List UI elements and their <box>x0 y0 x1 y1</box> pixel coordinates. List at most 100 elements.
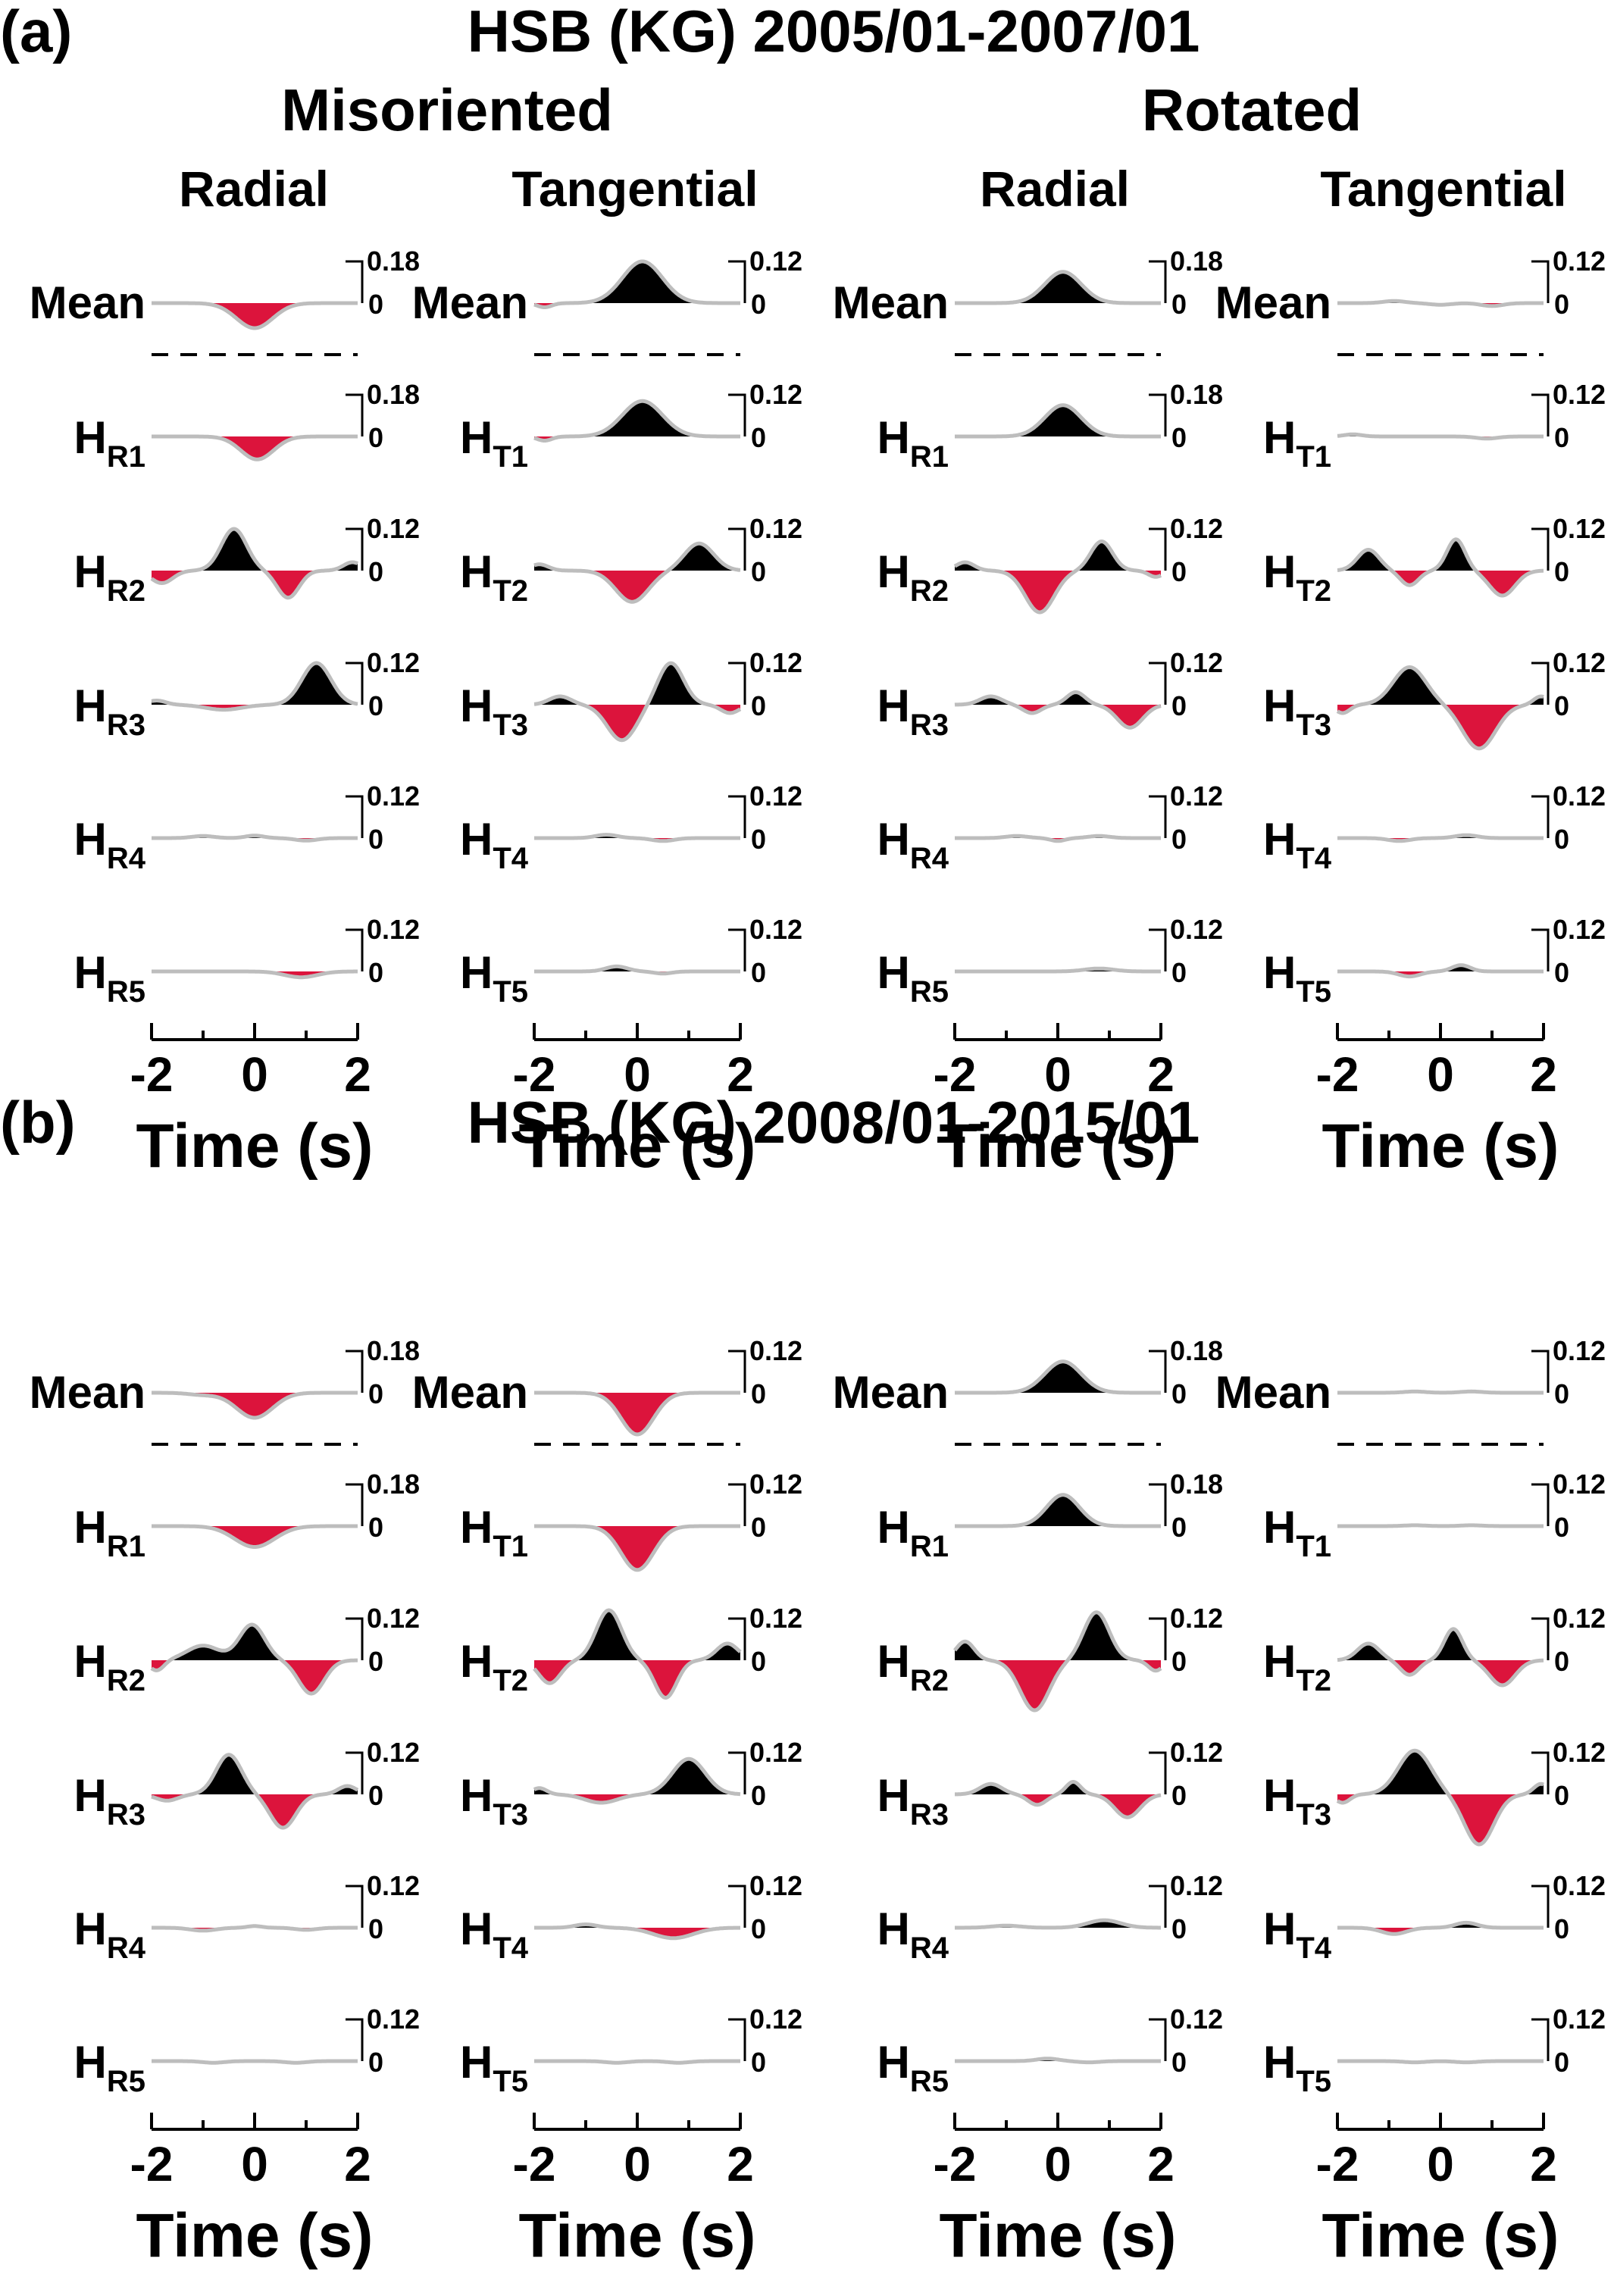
scale-bracket <box>346 1751 364 1794</box>
trace-ht3: HT3 <box>460 1751 746 1831</box>
zero-label: 0 <box>1171 1378 1187 1409</box>
negative-fill <box>152 1393 358 1418</box>
zero-label: 0 <box>1171 1646 1187 1677</box>
negative-fill <box>534 1526 740 1570</box>
negative-fill <box>534 1928 740 1938</box>
row-label-ht1: HT1 <box>460 1502 528 1563</box>
tick-label: -2 <box>1316 2137 1359 2191</box>
row-label-hr2: HR2 <box>74 1636 145 1697</box>
zero-label: 0 <box>1554 1780 1569 1811</box>
scale-label: 0.18 <box>367 1469 420 1500</box>
trace-mean <box>1336 260 1550 308</box>
scale-bracket <box>1149 795 1167 838</box>
tick-label: 2 <box>1147 1047 1175 1102</box>
row-label-hr4: HR4 <box>877 1903 949 1965</box>
scale-label: 0.12 <box>367 1603 420 1634</box>
axis-xlabel: Time (s) <box>136 1112 374 1181</box>
trace-hr3: HR3 <box>877 662 1167 742</box>
scale-label: 0.12 <box>1170 647 1223 678</box>
scale-label: 0.12 <box>1553 246 1606 277</box>
waveform-outline <box>533 1756 742 1805</box>
tick-label: 2 <box>344 1047 371 1102</box>
zero-label: 0 <box>1171 2047 1187 2078</box>
scale-bracket <box>728 662 746 705</box>
waveform-outline <box>1336 1748 1545 1847</box>
panel-title: HSB (KG) 2005/01-2007/01 <box>468 0 1200 64</box>
row-label-hr5: HR5 <box>877 947 949 1009</box>
trace-hr5: HR5 <box>877 928 1167 1009</box>
scale-label: 0.12 <box>367 914 420 945</box>
row-label-mean: Mean <box>412 1367 528 1418</box>
waveform-outline <box>1336 299 1545 308</box>
row-label-hr2: HR2 <box>74 546 145 608</box>
waveform-outline <box>1336 1627 1545 1688</box>
time-axis <box>150 2113 359 2131</box>
row-label-ht4: HT4 <box>1263 814 1332 875</box>
row-label-hr3: HR3 <box>74 1770 145 1831</box>
zero-label: 0 <box>368 690 383 721</box>
tick-label: 2 <box>727 2137 754 2191</box>
tick-label: 0 <box>624 1047 651 1102</box>
scale-label: 0.12 <box>749 914 802 945</box>
scale-bracket <box>1531 1617 1550 1660</box>
waveform-outline <box>1336 432 1545 441</box>
tick-label: 2 <box>1530 2137 1557 2191</box>
zero-label: 0 <box>1554 556 1569 587</box>
time-axis <box>150 1023 359 1041</box>
time-axis <box>953 1023 1162 1041</box>
scale-bracket <box>728 928 746 971</box>
scale-bracket <box>728 527 746 571</box>
scale-label: 0.12 <box>367 1870 420 1901</box>
scale-label: 0.12 <box>367 780 420 812</box>
waveform-outline <box>953 1918 1162 1930</box>
scale-bracket <box>728 1885 746 1928</box>
zero-label: 0 <box>751 289 766 320</box>
scale-label: 0.12 <box>1553 513 1606 544</box>
scale-bracket <box>1531 928 1550 971</box>
row-label-mean: Mean <box>1215 1367 1331 1418</box>
scale-label: 0.12 <box>1553 379 1606 410</box>
axis-xlabel: Time (s) <box>940 1112 1177 1181</box>
zero-label: 0 <box>368 1913 383 1944</box>
zero-label: 0 <box>1554 289 1569 320</box>
waveform-outline <box>150 1390 359 1420</box>
waveform-outline <box>533 1390 742 1437</box>
tick-label: -2 <box>1316 1047 1359 1102</box>
zero-label: 0 <box>1554 957 1569 988</box>
scale-label: 0.12 <box>1170 1737 1223 1768</box>
trace-mean <box>150 1350 364 1420</box>
scale-label: 0.12 <box>1553 2004 1606 2035</box>
positive-fill <box>534 1610 740 1660</box>
tick-label: 2 <box>1147 2137 1175 2191</box>
axis-xlabel: Time (s) <box>1322 1112 1559 1181</box>
waveform-outline <box>1336 665 1545 751</box>
negative-fill <box>1337 1660 1544 1685</box>
negative-fill <box>1337 1794 1544 1844</box>
tick-label: -2 <box>513 2137 556 2191</box>
row-label-ht3: HT3 <box>460 1770 528 1831</box>
zero-label: 0 <box>1171 289 1187 320</box>
zero-label: 0 <box>368 957 383 988</box>
waveform-outline <box>150 661 359 712</box>
positive-fill <box>152 529 358 571</box>
scale-label: 0.12 <box>1170 1603 1223 1634</box>
column-title-0: Radial <box>179 161 329 217</box>
zero-label: 0 <box>1554 824 1569 855</box>
panel-letter: (b) <box>0 1089 76 1156</box>
zero-label: 0 <box>751 1913 766 1944</box>
scale-bracket <box>1531 662 1550 705</box>
scale-bracket <box>346 1350 364 1393</box>
zero-label: 0 <box>751 1646 766 1677</box>
zero-label: 0 <box>751 2047 766 2078</box>
zero-label: 0 <box>1554 690 1569 721</box>
zero-label: 0 <box>1171 690 1187 721</box>
axis-xlabel: Time (s) <box>1322 2201 1559 2270</box>
waveform-outline <box>150 2059 359 2065</box>
scale-bracket <box>346 393 364 436</box>
scale-label: 0.12 <box>749 1469 802 1500</box>
row-label-ht2: HT2 <box>1263 546 1331 608</box>
zero-label: 0 <box>1554 422 1569 453</box>
scale-bracket <box>346 1617 364 1660</box>
trace-ht3: HT3 <box>1263 1748 1550 1847</box>
zero-label: 0 <box>368 1378 383 1409</box>
